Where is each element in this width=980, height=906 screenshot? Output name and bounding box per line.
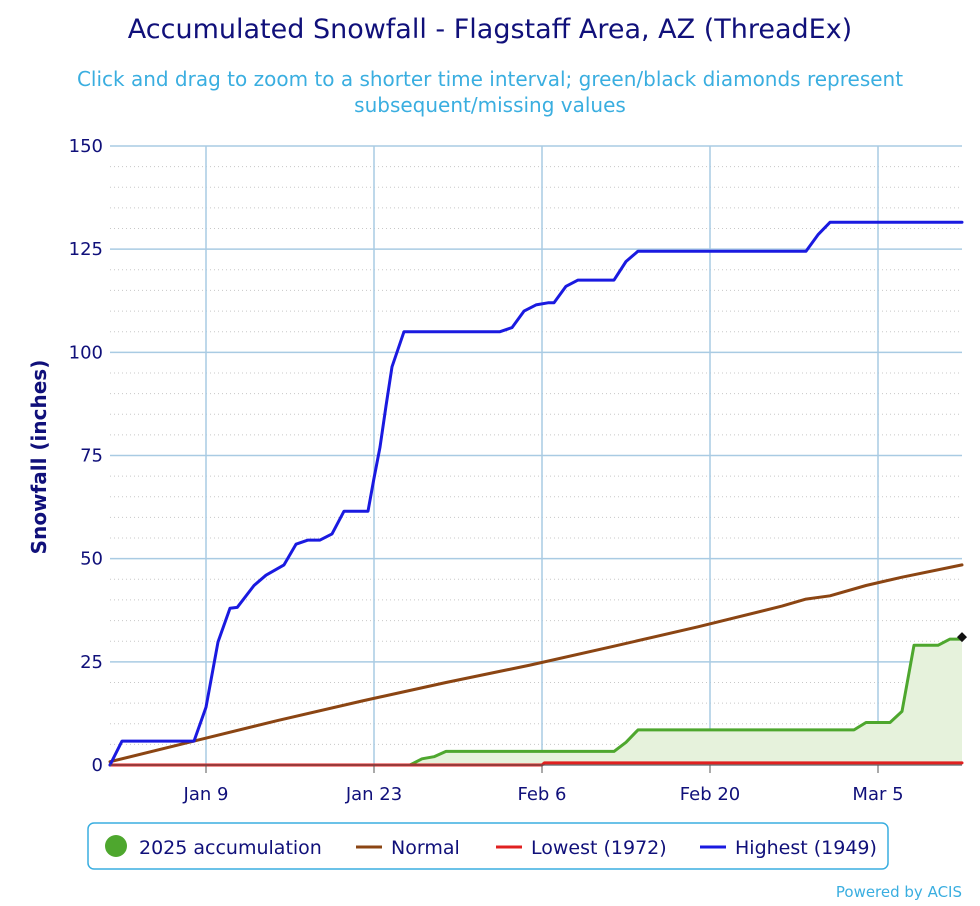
legend[interactable]: 2025 accumulation Normal Lowest (1972) High… — [105, 835, 877, 859]
x-tick-label: Jan 9 — [183, 784, 229, 805]
y-tick-label: 0 — [92, 755, 103, 776]
legend-item-highest-1949[interactable]: Highest (1949) — [700, 837, 877, 859]
y-tick-label: 75 — [80, 446, 103, 467]
y-tick-label: 100 — [69, 342, 103, 363]
legend-item-normal[interactable]: Normal — [356, 837, 460, 859]
legend-label: Highest (1949) — [735, 837, 877, 859]
series-line-highest-1949[interactable] — [108, 220, 964, 767]
y-tick-label: 150 — [69, 136, 103, 157]
credit-link[interactable]: Powered by ACIS — [836, 883, 962, 901]
x-tick-label: Mar 5 — [852, 784, 903, 805]
legend-item-2025-accumulation[interactable]: 2025 accumulation — [105, 835, 322, 859]
missing-value-diamond[interactable] — [957, 632, 967, 643]
legend-label: Lowest (1972) — [531, 837, 667, 859]
legend-label: Normal — [391, 837, 460, 859]
plot-area[interactable] — [108, 220, 967, 767]
legend-box — [87, 822, 889, 870]
legend-item-lowest-1972[interactable]: Lowest (1972) — [496, 837, 667, 859]
y-axis-label: Snowfall (inches) — [27, 360, 51, 555]
y-tick-label: 50 — [80, 549, 103, 570]
x-tick-label: Feb 20 — [680, 784, 741, 805]
x-tick-label: Jan 23 — [345, 784, 402, 805]
chart-subtitle-line-1: Click and drag to zoom to a shorter time… — [77, 67, 903, 91]
legend-label: 2025 accumulation — [139, 837, 322, 859]
x-tick-label: Feb 6 — [517, 784, 566, 805]
series-area-2025-accumulation — [110, 639, 962, 765]
y-tick-label: 125 — [69, 239, 103, 260]
series-line-normal[interactable] — [108, 563, 964, 764]
grid-lines — [110, 145, 962, 766]
axes: 0 25 50 75 100 125 150 Jan 9 Jan 23 Feb 6 Feb 20 Ma… — [69, 136, 962, 805]
chart-subtitle-line-2: subsequent/missing values — [354, 93, 626, 117]
y-tick-label: 25 — [80, 652, 103, 673]
legend-swatch — [105, 835, 127, 857]
series-line-2025-accumulation[interactable] — [108, 637, 964, 767]
chart-title: Accumulated Snowfall - Flagstaff Area, A… — [128, 14, 852, 45]
